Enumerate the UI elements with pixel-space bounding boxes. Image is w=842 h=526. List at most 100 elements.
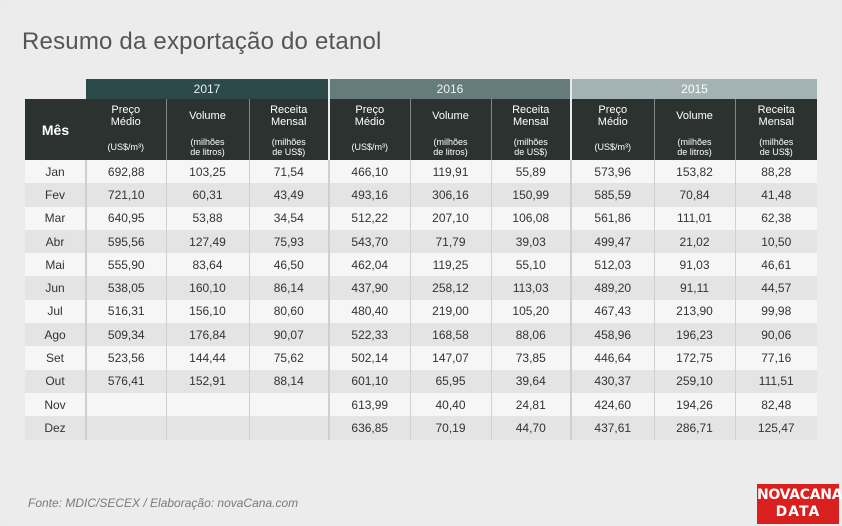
value-cell: 172,75 <box>653 346 736 370</box>
col-header-preco-medio-2016: Preço Médio <box>328 99 410 133</box>
value-cell: 21,02 <box>653 229 736 254</box>
value-cell: 489,20 <box>570 276 655 300</box>
value-cell: 41,48 <box>734 183 818 207</box>
value-cell: 168,58 <box>409 323 491 347</box>
value-cell: 194,26 <box>653 392 736 417</box>
value-cell: 99,98 <box>734 299 818 324</box>
value-cell: 113,03 <box>490 276 572 300</box>
value-cell: 259,10 <box>653 369 736 393</box>
value-cell: 111,51 <box>734 369 818 393</box>
value-cell: 219,00 <box>409 299 491 324</box>
value-cell: 150,99 <box>490 183 572 207</box>
value-cell: 105,20 <box>490 299 572 324</box>
value-cell: 82,48 <box>734 392 818 417</box>
value-cell: 207,10 <box>409 206 491 230</box>
value-cell <box>248 416 329 440</box>
value-cell: 88,06 <box>490 323 572 347</box>
value-cell: 103,25 <box>165 160 249 184</box>
page-title: Resumo da exportação do etanol <box>22 28 382 55</box>
value-cell: 458,96 <box>570 323 655 347</box>
value-cell: 43,49 <box>248 183 329 207</box>
value-cell: 446,64 <box>570 346 655 370</box>
value-cell: 512,22 <box>328 206 410 230</box>
table-row: Nov 613,99 40,40 24,81 424,60 194,26 82,48 <box>25 392 818 417</box>
col-unit-preco-medio-2015: (US$/m³) <box>570 133 655 160</box>
col-header-receita-mensal-2015: Receita Mensal <box>734 99 818 133</box>
value-cell: 480,40 <box>328 299 410 324</box>
value-cell: 147,07 <box>409 346 491 370</box>
month-column-header: Mês <box>25 99 86 160</box>
value-cell: 153,82 <box>653 160 736 184</box>
col-unit-volume-2015: (milhões de litros) <box>653 133 736 160</box>
value-cell: 111,01 <box>653 206 736 230</box>
value-cell: 721,10 <box>85 183 166 207</box>
value-cell: 53,88 <box>165 206 249 230</box>
value-cell: 196,23 <box>653 323 736 347</box>
value-cell: 88,14 <box>248 369 329 393</box>
value-cell: 601,10 <box>328 369 410 393</box>
table-row: Fev 721,10 60,31 43,49 493,16 306,16 150,99 585… <box>25 183 818 207</box>
value-cell: 70,19 <box>409 416 491 440</box>
value-cell: 437,90 <box>328 276 410 300</box>
table-row: Jun 538,05 160,10 86,14 437,90 258,12 113,03 48… <box>25 276 818 300</box>
value-cell: 24,81 <box>490 392 572 417</box>
value-cell <box>165 416 249 440</box>
value-cell: 213,90 <box>653 299 736 324</box>
novacana-data-logo: NOVACANA DATA <box>757 484 842 524</box>
value-cell: 10,50 <box>734 229 818 254</box>
value-cell: 555,90 <box>85 253 166 277</box>
value-cell: 83,64 <box>165 253 249 277</box>
value-cell <box>85 392 166 417</box>
value-cell: 144,44 <box>165 346 249 370</box>
value-cell: 576,41 <box>85 369 166 393</box>
col-unit-volume-2016: (milhões de litros) <box>409 133 491 160</box>
month-cell: Nov <box>25 392 86 417</box>
value-cell: 40,40 <box>409 392 491 417</box>
value-cell: 467,43 <box>570 299 655 324</box>
col-unit-volume-2017: (milhões de litros) <box>165 133 249 160</box>
month-cell: Set <box>25 346 86 370</box>
value-cell: 62,38 <box>734 206 818 230</box>
table-row: Abr 595,56 127,49 75,93 543,70 71,79 39,03 499,… <box>25 229 818 254</box>
value-cell: 60,31 <box>165 183 249 207</box>
value-cell: 88,28 <box>734 160 818 184</box>
table-row: Dez 636,85 70,19 44,70 437,61 286,71 125,47 <box>25 416 818 440</box>
value-cell: 502,14 <box>328 346 410 370</box>
value-cell: 119,91 <box>409 160 491 184</box>
value-cell: 286,71 <box>653 416 736 440</box>
value-cell: 125,47 <box>734 416 818 440</box>
month-cell: Jan <box>25 160 86 184</box>
value-cell: 306,16 <box>409 183 491 207</box>
value-cell: 466,10 <box>328 160 410 184</box>
value-cell <box>248 392 329 417</box>
value-cell: 71,54 <box>248 160 329 184</box>
value-cell: 437,61 <box>570 416 655 440</box>
table-row: Ago 509,34 176,84 90,07 522,33 168,58 88,06 458… <box>25 323 818 347</box>
value-cell: 70,84 <box>653 183 736 207</box>
col-header-preco-medio-2015: Preço Médio <box>570 99 655 133</box>
month-cell: Ago <box>25 323 86 347</box>
value-cell: 176,84 <box>165 323 249 347</box>
value-cell: 55,10 <box>490 253 572 277</box>
col-header-receita-mensal-2017: Receita Mensal <box>248 99 329 133</box>
value-cell: 493,16 <box>328 183 410 207</box>
table-row: Set 523,56 144,44 75,62 502,14 147,07 73,85 446… <box>25 346 818 370</box>
value-cell: 55,89 <box>490 160 572 184</box>
value-cell: 424,60 <box>570 392 655 417</box>
value-cell: 65,95 <box>409 369 491 393</box>
value-cell: 46,61 <box>734 253 818 277</box>
year-header-2015: 2015 <box>570 79 818 99</box>
month-cell: Jun <box>25 276 86 300</box>
value-cell: 636,85 <box>328 416 410 440</box>
value-cell: 127,49 <box>165 229 249 254</box>
col-header-receita-mensal-2016: Receita Mensal <box>490 99 572 133</box>
logo-line-1: NOVACANA <box>757 487 842 503</box>
value-cell: 595,56 <box>85 229 166 254</box>
value-cell: 75,62 <box>248 346 329 370</box>
col-unit-preco-medio-2017: (US$/m³) <box>86 133 166 160</box>
month-cell: Fev <box>25 183 86 207</box>
value-cell: 430,37 <box>570 369 655 393</box>
year-header-2017: 2017 <box>86 79 329 99</box>
value-cell: 543,70 <box>328 229 410 254</box>
value-cell: 90,06 <box>734 323 818 347</box>
